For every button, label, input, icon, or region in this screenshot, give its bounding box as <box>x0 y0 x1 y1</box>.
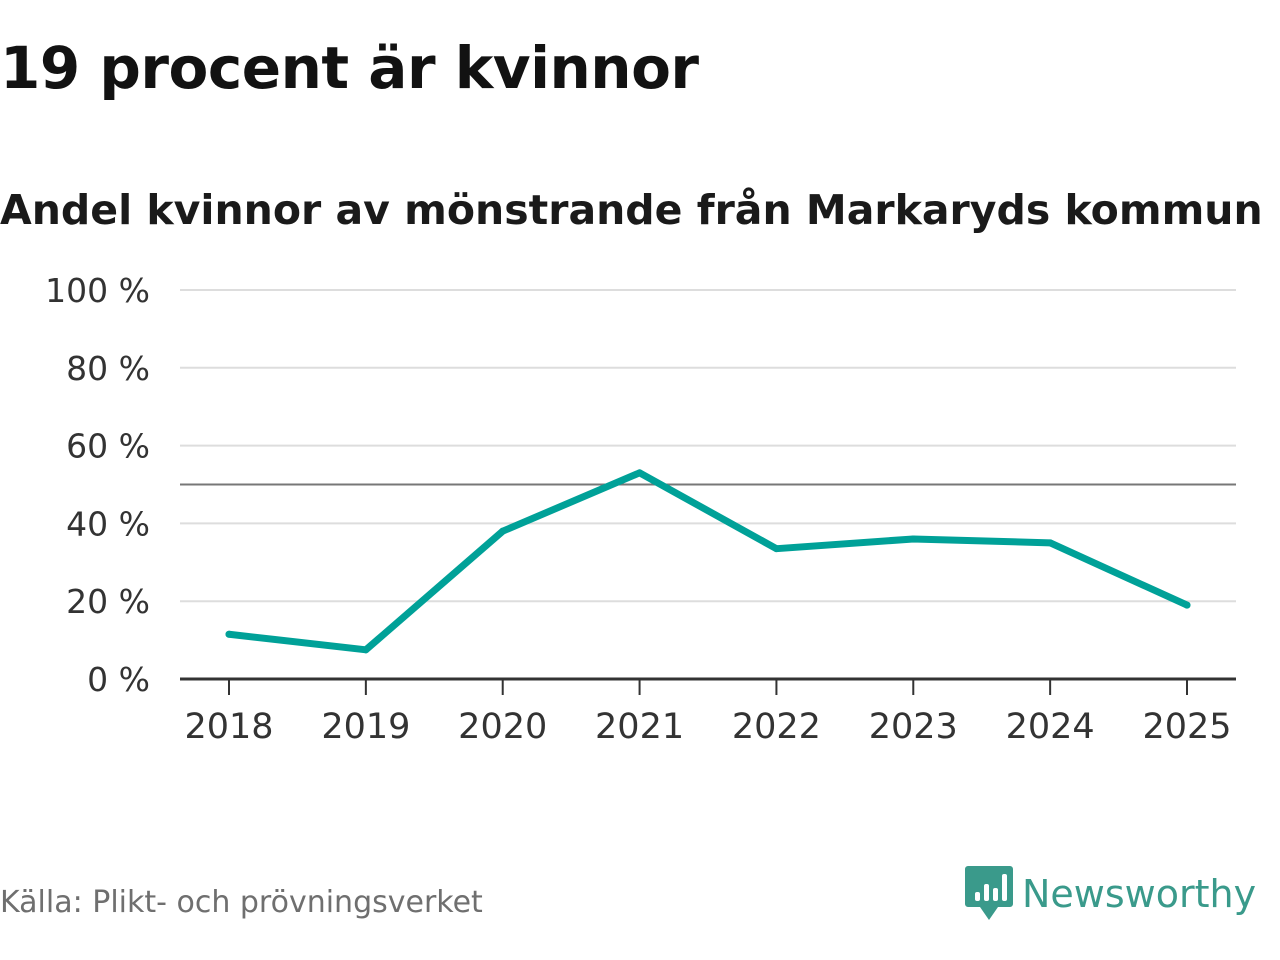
data-point-2020 <box>499 527 507 535</box>
x-tick-label: 2023 <box>869 707 958 747</box>
x-tick-label: 2021 <box>595 707 684 747</box>
line-chart: 0 % 20 % 40 % 60 % 80 % 100 % 2018 2019 2020 2021… <box>45 271 1236 747</box>
x-tick-label: 2018 <box>184 707 273 747</box>
data-point-2022 <box>772 545 780 553</box>
data-point-2018 <box>225 630 233 638</box>
data-point-2019 <box>362 646 370 654</box>
y-tick-label: 60 % <box>66 427 150 466</box>
x-tick-label: 2024 <box>1006 707 1095 747</box>
x-tick-label: 2022 <box>732 707 821 747</box>
chart-title: 19 procent är kvinnor <box>0 34 699 102</box>
data-point-2023 <box>909 535 917 543</box>
y-tick-label: 0 % <box>87 660 150 699</box>
x-tick-label: 2020 <box>458 707 547 747</box>
brand-name: Newsworthy <box>1022 872 1257 916</box>
chart-subtitle: Andel kvinnor av mönstrande från Markary… <box>0 186 1263 234</box>
x-tick-label: 2019 <box>321 707 410 747</box>
y-tick-label: 100 % <box>45 271 150 310</box>
y-tick-label: 80 % <box>66 349 150 388</box>
series-line <box>225 469 1191 654</box>
newsworthy-logo-icon <box>965 866 1013 920</box>
data-point-2021 <box>636 469 644 477</box>
source-note: Källa: Plikt- och prövningsverket <box>0 885 483 920</box>
data-point-2025 <box>1183 601 1191 609</box>
data-point-2024 <box>1046 539 1054 547</box>
brand-logo: Newsworthy <box>964 864 1256 924</box>
y-tick-label: 40 % <box>66 504 150 543</box>
y-tick-label: 20 % <box>66 582 150 621</box>
x-tick-label: 2025 <box>1142 707 1231 747</box>
